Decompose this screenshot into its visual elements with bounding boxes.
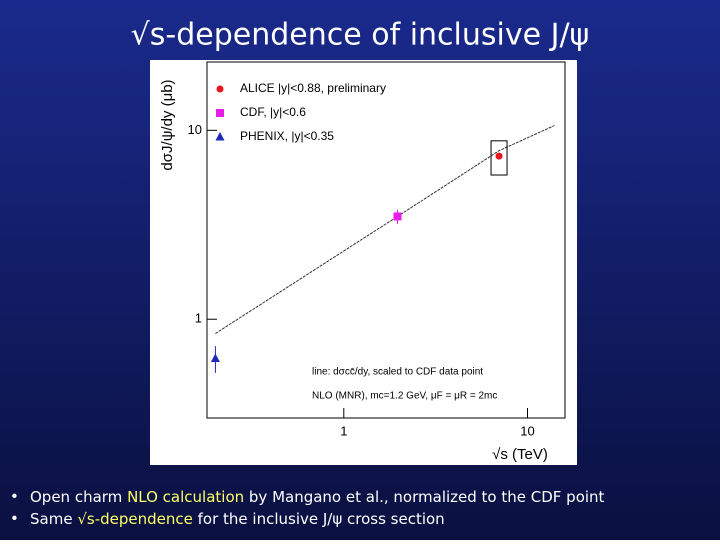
chart: 1 10 1 10 √s (TeV) dσJ/ψ/dy (μb) ALICE |y|<0.8… — [159, 61, 566, 463]
bullet-dot: • — [10, 510, 19, 528]
legend-marker — [216, 85, 224, 93]
nlo-curve — [215, 125, 555, 334]
bullet-segment: for the inclusive J/ψ cross section — [193, 510, 445, 528]
y-tick-label: 10 — [188, 122, 202, 137]
x-axis-label: √s (TeV) — [492, 446, 548, 463]
legend-label: ALICE |y|<0.88, preliminary — [240, 81, 386, 95]
x-tick-label: 10 — [520, 423, 534, 438]
bullet-segment: √s-dependence — [77, 510, 193, 528]
slide-title: √s-dependence of inclusive J/ψ — [131, 18, 590, 53]
data-point — [210, 353, 220, 362]
legend-marker — [215, 132, 225, 141]
annotation: line: dσcc̄/dy, scaled to CDF data point — [312, 367, 483, 378]
bullet-segment: NLO calculation — [127, 488, 244, 506]
plot-frame — [206, 61, 566, 419]
legend-marker — [216, 109, 224, 117]
bullet-segment: by Mangano et al., normalized to the CDF… — [244, 488, 604, 506]
chart-panel — [150, 60, 577, 465]
annotation: NLO (MNR), mc=1.2 GeV, μF = μR = 2mc — [312, 391, 497, 402]
bullet-text: Open charm NLO calculation by Mangano et… — [30, 488, 605, 506]
data-point — [495, 152, 503, 160]
bullet-segment: Open charm — [30, 488, 127, 506]
error-box — [490, 140, 508, 176]
bullet-dot: • — [10, 488, 19, 506]
x-tick-label: 1 — [340, 423, 347, 438]
bullet-segment: Same — [30, 510, 77, 528]
legend-label: PHENIX, |y|<0.35 — [240, 129, 334, 143]
bullet-text: Same √s-dependence for the inclusive J/ψ… — [30, 510, 445, 528]
bullets: • Open charm NLO calculation by Mangano e… — [10, 488, 605, 528]
y-tick-label: 1 — [195, 311, 202, 326]
data-point — [393, 212, 402, 221]
legend-label: CDF, |y|<0.6 — [240, 105, 306, 119]
y-axis-label: dσJ/ψ/dy (μb) — [159, 79, 176, 170]
